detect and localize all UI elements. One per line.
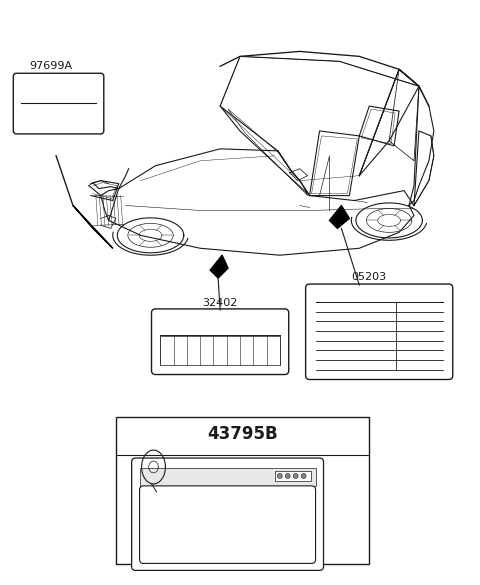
Polygon shape [73,205,113,248]
Circle shape [285,473,290,479]
Circle shape [301,473,306,479]
Polygon shape [210,255,228,278]
Bar [116,417,369,565]
Circle shape [277,473,282,479]
Bar [160,336,280,364]
FancyBboxPatch shape [140,486,315,563]
FancyBboxPatch shape [132,458,324,570]
Text: 97699A: 97699A [29,61,72,71]
FancyBboxPatch shape [13,73,104,134]
Circle shape [293,473,298,479]
Bar [275,471,311,481]
Bar [140,468,315,486]
Text: 32402: 32402 [203,298,238,308]
Text: 05203: 05203 [352,272,387,282]
FancyBboxPatch shape [152,309,288,374]
Text: 43795B: 43795B [207,425,278,443]
Polygon shape [329,205,349,228]
FancyBboxPatch shape [306,284,453,380]
